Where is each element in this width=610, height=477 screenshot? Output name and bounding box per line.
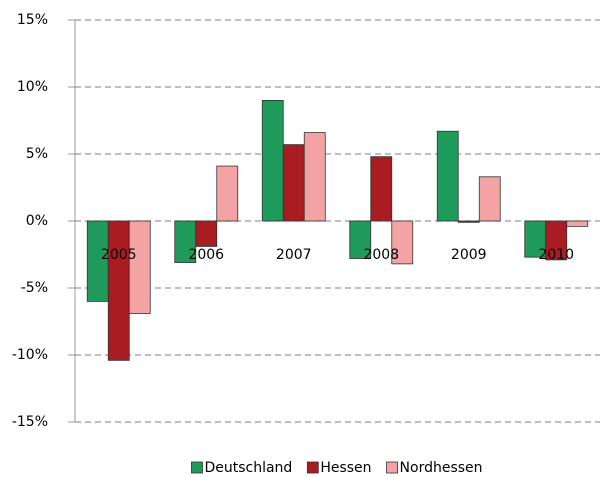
y-tick-label: -15%	[12, 414, 48, 430]
bar	[128, 220, 151, 314]
y-tick-label: -10%	[12, 347, 48, 363]
y-tick-label: 5%	[26, 146, 48, 162]
bar	[478, 176, 501, 222]
bar	[370, 156, 393, 222]
legend-label: Deutschland	[204, 460, 292, 476]
y-tick-label: 0%	[26, 213, 48, 229]
x-tick-label: 2008	[363, 247, 399, 263]
y-tick-label: -5%	[21, 280, 48, 296]
bar	[195, 220, 218, 247]
legend-label: Hessen	[320, 460, 371, 476]
bar	[391, 220, 414, 265]
bar	[282, 144, 305, 222]
bar	[457, 220, 480, 223]
legend-label: Nordhessen	[400, 460, 483, 476]
legend-swatch	[191, 461, 203, 474]
bar	[566, 220, 589, 227]
x-tick-label: 2009	[451, 247, 487, 263]
x-tick-label: 2006	[188, 247, 224, 263]
bar	[261, 100, 284, 222]
bar	[349, 220, 372, 259]
bar	[545, 220, 568, 261]
legend-swatch	[386, 461, 398, 474]
bar	[303, 132, 326, 222]
x-tick-label: 2005	[101, 247, 137, 263]
bar	[216, 165, 239, 222]
legend-swatch	[306, 461, 319, 474]
y-tick-label: 15%	[17, 12, 48, 28]
bar	[436, 130, 459, 222]
y-tick-label: 10%	[17, 79, 48, 95]
bar	[107, 220, 130, 361]
x-tick-label: 2007	[276, 247, 312, 263]
x-tick-label: 2010	[538, 247, 574, 263]
